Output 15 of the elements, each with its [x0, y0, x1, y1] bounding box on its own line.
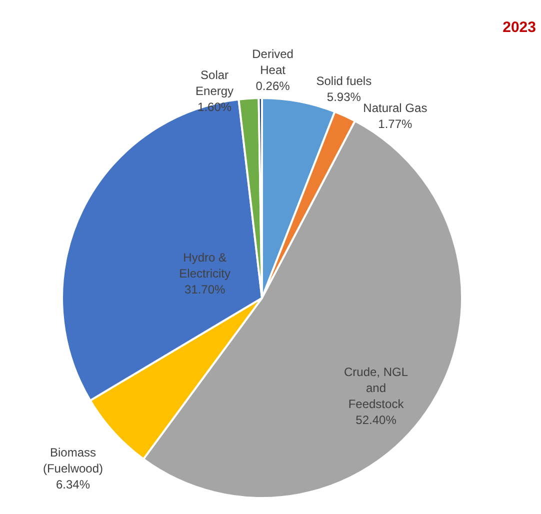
slice-label: Hydro & Electricity — [179, 250, 231, 281]
text: 2023 — [502, 19, 536, 36]
data-label: 1.77% — [378, 117, 413, 132]
slice-label: Natural Gas — [363, 101, 428, 116]
data-label: 52.40% — [356, 413, 397, 428]
data-label: 5.93% — [326, 90, 362, 104]
slice-label: Solid fuels — [316, 74, 372, 88]
data-label: 1.60% — [198, 100, 232, 114]
slice-label: Crude, NGL and Feedstock — [344, 365, 408, 412]
slice-label: Solar Energy — [196, 68, 234, 98]
data-label: 6.34% — [56, 477, 90, 492]
slice-label: Derived Heat — [252, 47, 294, 78]
slice-label: Biomass (Fuelwood) — [42, 445, 104, 476]
data-label: 0.26% — [256, 79, 290, 94]
data-label: 31.70% — [184, 282, 226, 297]
